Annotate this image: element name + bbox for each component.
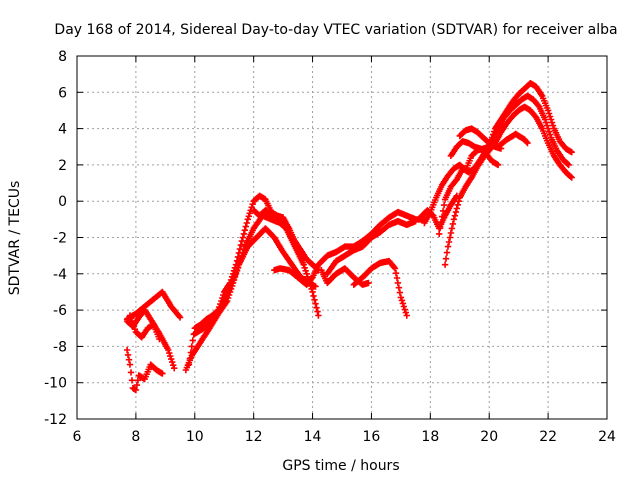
series-track-12	[350, 257, 410, 319]
y-tick-labels: -12 -10 -8 -6 -4 -2 0 2 4 6 8	[44, 49, 67, 428]
series-track-4	[123, 346, 166, 394]
x-tick-label: 22	[539, 429, 557, 445]
series-track-8	[250, 207, 293, 232]
plus-markers	[271, 208, 428, 288]
series-track-3	[126, 312, 163, 343]
series-track-17	[447, 138, 502, 169]
y-axis-label: SDTVAR / TECUs	[7, 181, 23, 296]
y-tick-label: 6	[58, 85, 67, 101]
y-tick-label: -2	[53, 231, 67, 247]
axis-ticks	[76, 55, 608, 420]
series-track-6	[182, 212, 322, 374]
plus-markers	[123, 346, 166, 394]
plus-markers	[250, 207, 293, 232]
x-tick-label: 18	[421, 429, 439, 445]
plus-markers	[126, 312, 163, 343]
plus-markers	[494, 130, 531, 150]
y-tick-label: -8	[53, 339, 67, 355]
y-tick-label: 4	[58, 122, 67, 138]
y-tick-label: -4	[53, 267, 67, 283]
plus-markers	[182, 212, 322, 374]
series-track-1	[123, 288, 184, 323]
x-axis-label: GPS time / hours	[282, 458, 399, 474]
y-tick-label: -10	[44, 376, 67, 392]
plus-markers	[447, 138, 502, 169]
x-tick-label: 10	[186, 429, 204, 445]
y-tick-label: -6	[53, 303, 67, 319]
x-tick-label: 24	[598, 429, 616, 445]
series-track-19	[415, 192, 460, 232]
y-tick-label: -12	[44, 412, 67, 428]
y-tick-label: 0	[58, 194, 67, 210]
x-tick-label: 8	[131, 429, 140, 445]
chart-title: Day 168 of 2014, Sidereal Day-to-day VTE…	[54, 22, 617, 38]
plus-markers	[415, 192, 460, 232]
x-tick-label: 12	[245, 429, 263, 445]
series-track-11	[324, 218, 419, 277]
x-tick-labels: 6 8 10 12 14 16 18 20 22 24	[73, 429, 616, 445]
series-track-9	[271, 208, 428, 288]
data-marks	[123, 80, 575, 394]
y-tick-label: 2	[58, 158, 67, 174]
x-tick-label: 6	[73, 429, 82, 445]
x-tick-label: 20	[480, 429, 498, 445]
series-track-18	[494, 130, 531, 150]
plus-markers	[123, 288, 184, 323]
x-tick-label: 14	[304, 429, 322, 445]
x-tick-label: 16	[363, 429, 381, 445]
plus-markers	[324, 218, 419, 277]
plus-markers	[350, 257, 410, 319]
y-tick-label: 8	[58, 49, 67, 65]
